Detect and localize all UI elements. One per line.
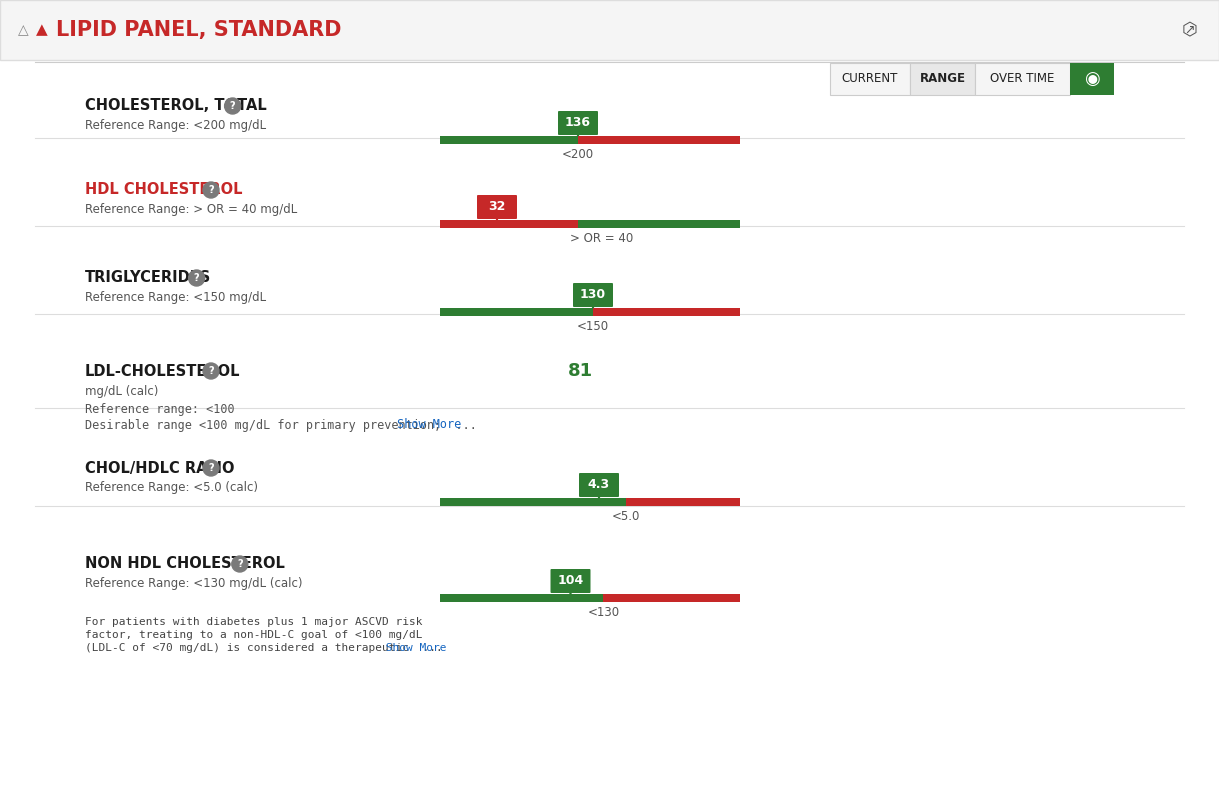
Text: ↗: ↗: [1185, 24, 1196, 36]
Text: Reference Range: > OR = 40 mg/dL: Reference Range: > OR = 40 mg/dL: [85, 204, 297, 216]
Text: LIPID PANEL, STANDARD: LIPID PANEL, STANDARD: [56, 20, 341, 40]
Text: ?: ?: [194, 273, 200, 283]
Bar: [911, 63, 975, 95]
Text: ⬡: ⬡: [1182, 21, 1198, 39]
Circle shape: [189, 270, 205, 286]
Text: For patients with diabetes plus 1 major ASCVD risk: For patients with diabetes plus 1 major …: [85, 617, 423, 627]
Text: 104: 104: [557, 575, 584, 587]
Circle shape: [232, 556, 247, 572]
Text: factor, treating to a non-HDL-C goal of <100 mg/dL: factor, treating to a non-HDL-C goal of …: [85, 630, 423, 640]
Text: <130: <130: [588, 606, 619, 619]
Bar: [440, 220, 578, 228]
Bar: [578, 136, 740, 144]
Text: Desirable range <100 mg/dL for primary prevention;  ...: Desirable range <100 mg/dL for primary p…: [85, 418, 477, 432]
FancyBboxPatch shape: [477, 195, 517, 219]
Bar: [440, 308, 592, 316]
Text: Reference range: <100: Reference range: <100: [85, 402, 234, 416]
Text: LDL-CHOLESTEROL: LDL-CHOLESTEROL: [85, 363, 240, 379]
Text: Reference Range: <200 mg/dL: Reference Range: <200 mg/dL: [85, 119, 266, 133]
Text: TRIGLYCERIDES: TRIGLYCERIDES: [85, 270, 211, 285]
Text: <200: <200: [562, 148, 594, 161]
Text: Show More: Show More: [379, 643, 446, 653]
Text: Reference Range: <130 mg/dL (calc): Reference Range: <130 mg/dL (calc): [85, 578, 302, 590]
Text: NON HDL CHOLESTEROL: NON HDL CHOLESTEROL: [85, 556, 285, 571]
Bar: [578, 220, 740, 228]
Text: ▲: ▲: [37, 23, 48, 38]
Text: ?: ?: [236, 559, 243, 569]
Text: ?: ?: [208, 366, 213, 376]
Text: CHOLESTEROL, TOTAL: CHOLESTEROL, TOTAL: [85, 98, 267, 113]
Bar: [627, 498, 740, 506]
Text: CURRENT: CURRENT: [842, 72, 898, 86]
Circle shape: [204, 182, 219, 198]
Text: (LDL-C of <70 mg/dL) is considered a therapeutic  ...: (LDL-C of <70 mg/dL) is considered a the…: [85, 643, 442, 653]
Text: > OR = 40: > OR = 40: [570, 232, 634, 245]
Text: 136: 136: [564, 116, 591, 130]
Text: <5.0: <5.0: [612, 510, 640, 523]
Text: △: △: [18, 23, 28, 37]
FancyBboxPatch shape: [573, 283, 613, 307]
Text: ?: ?: [208, 185, 213, 195]
Bar: [440, 136, 578, 144]
Text: 130: 130: [580, 288, 606, 302]
Text: Reference Range: <150 mg/dL: Reference Range: <150 mg/dL: [85, 292, 266, 304]
Text: 81: 81: [567, 362, 592, 380]
Text: Show More: Show More: [390, 418, 462, 432]
Text: ◉: ◉: [1084, 70, 1100, 88]
Bar: [975, 63, 1070, 95]
Bar: [592, 308, 740, 316]
Text: ?: ?: [230, 101, 235, 111]
Text: 4.3: 4.3: [588, 479, 610, 491]
Text: RANGE: RANGE: [919, 72, 965, 86]
FancyBboxPatch shape: [579, 473, 619, 497]
Bar: [1070, 63, 1114, 95]
Bar: [440, 594, 603, 602]
Circle shape: [224, 98, 240, 114]
Text: mg/dL (calc): mg/dL (calc): [85, 384, 158, 398]
Text: HDL CHOLESTEROL: HDL CHOLESTEROL: [85, 182, 243, 197]
Text: OVER TIME: OVER TIME: [990, 72, 1054, 86]
Bar: [440, 498, 627, 506]
Text: <150: <150: [577, 320, 610, 333]
FancyBboxPatch shape: [551, 569, 590, 593]
FancyBboxPatch shape: [558, 111, 599, 135]
Circle shape: [204, 460, 219, 476]
Circle shape: [204, 363, 219, 379]
Text: CHOL/HDLC RATIO: CHOL/HDLC RATIO: [85, 461, 234, 476]
Text: ?: ?: [208, 463, 213, 473]
Bar: [0, 0, 1219, 60]
Text: Reference Range: <5.0 (calc): Reference Range: <5.0 (calc): [85, 482, 258, 494]
Text: 32: 32: [489, 200, 506, 214]
Bar: [603, 594, 740, 602]
Bar: [830, 63, 911, 95]
